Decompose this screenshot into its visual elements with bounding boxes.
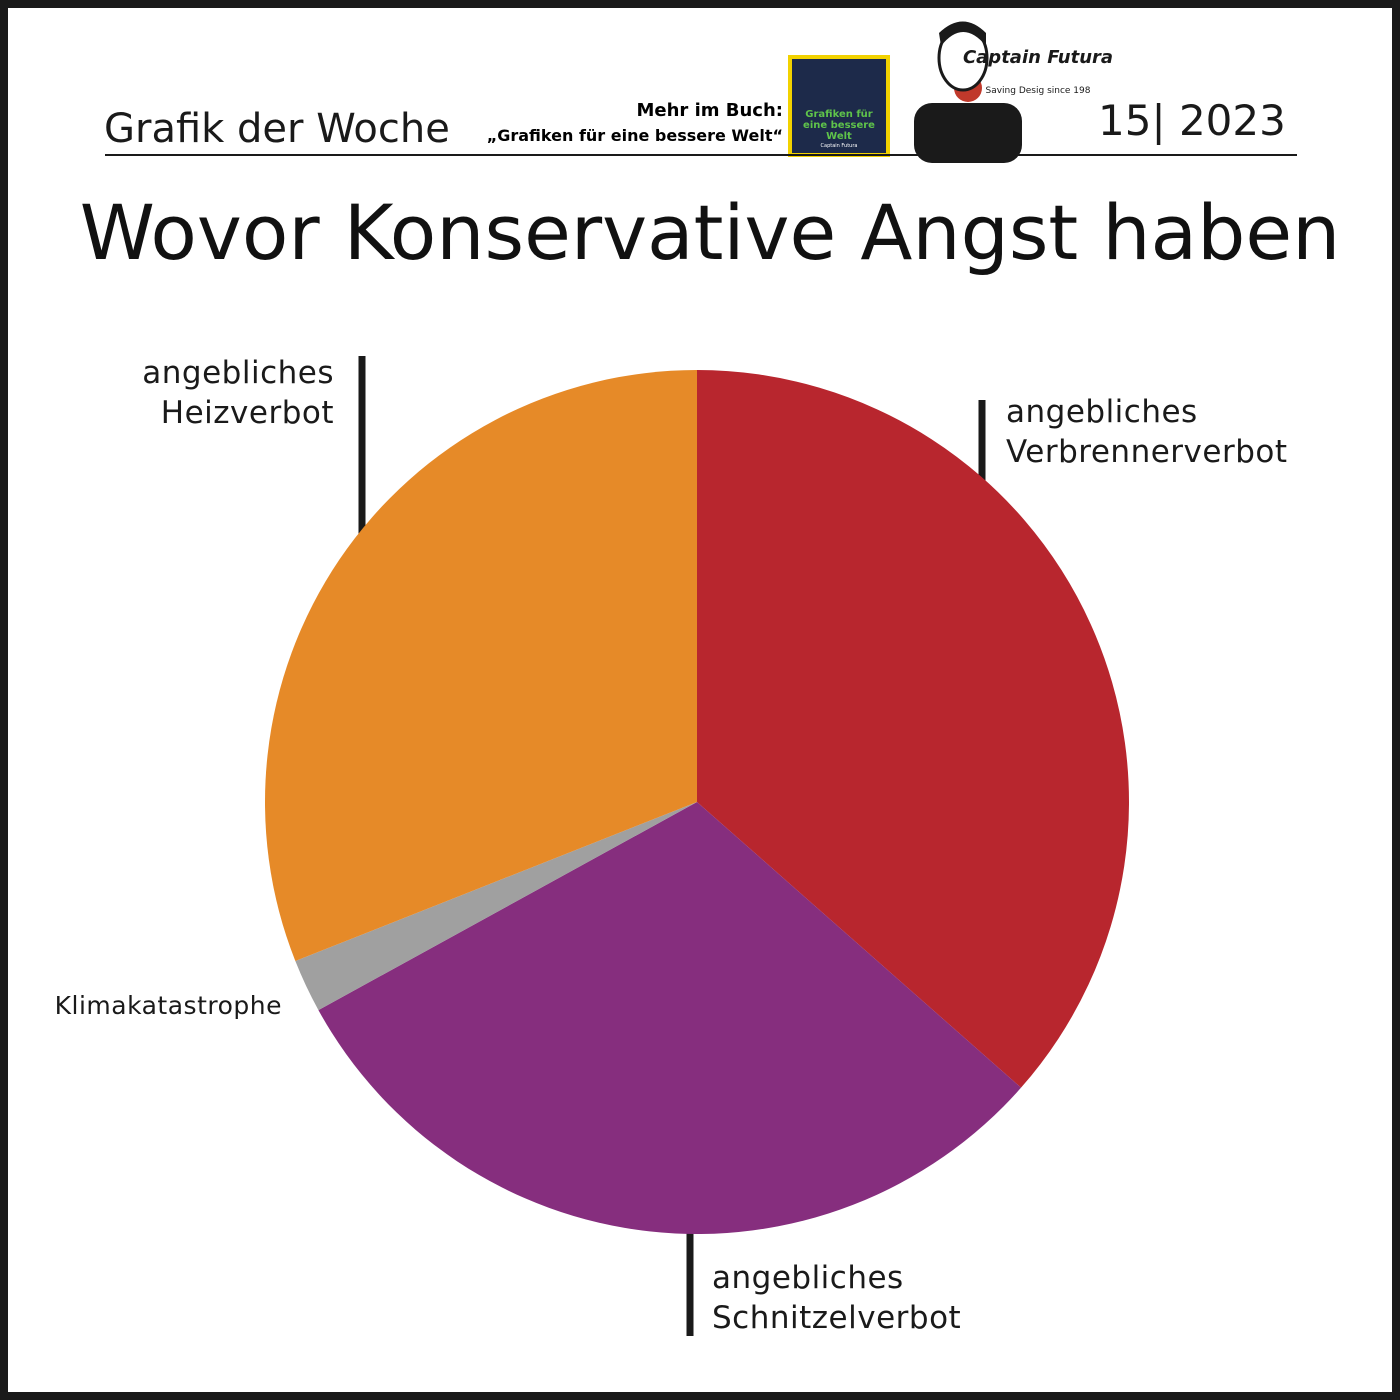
- chart: Captain Futura Saving Desig since 198: [105, 21, 1297, 1336]
- logo: Captain Futura Saving Desig since 198: [914, 21, 1113, 163]
- pie-slice: [295, 802, 697, 1011]
- chart-title: Wovor Konservative Angst haben: [79, 188, 1341, 277]
- issue: 15| 2023: [1098, 96, 1286, 145]
- logo-name: Captain Futura: [963, 47, 1113, 68]
- slice-label: angebliches Heizverbot: [142, 355, 334, 431]
- pie-slice: [697, 370, 1129, 1088]
- book-prefix: Mehr im Buch:: [636, 100, 784, 121]
- pie-slice: [265, 370, 697, 962]
- logo-tagline: Saving Desig since 198: [986, 86, 1091, 96]
- cover-title: Grafiken für eine bessere Welt: [803, 109, 875, 142]
- series-label: Grafik der Woche: [104, 106, 450, 152]
- slice-label: angebliches Schnitzelverbot: [712, 1260, 962, 1336]
- cover-author: Captain Futura: [820, 143, 858, 149]
- logo-hair: [939, 21, 986, 46]
- pie-slice: [318, 802, 1022, 1234]
- logo-body: [914, 103, 1022, 163]
- slice-label: angebliches Verbrennerverbot: [1006, 394, 1288, 470]
- book-title: „Grafiken für eine bessere Welt“: [486, 126, 783, 145]
- slice-label: Klimakatastrophe: [54, 991, 282, 1020]
